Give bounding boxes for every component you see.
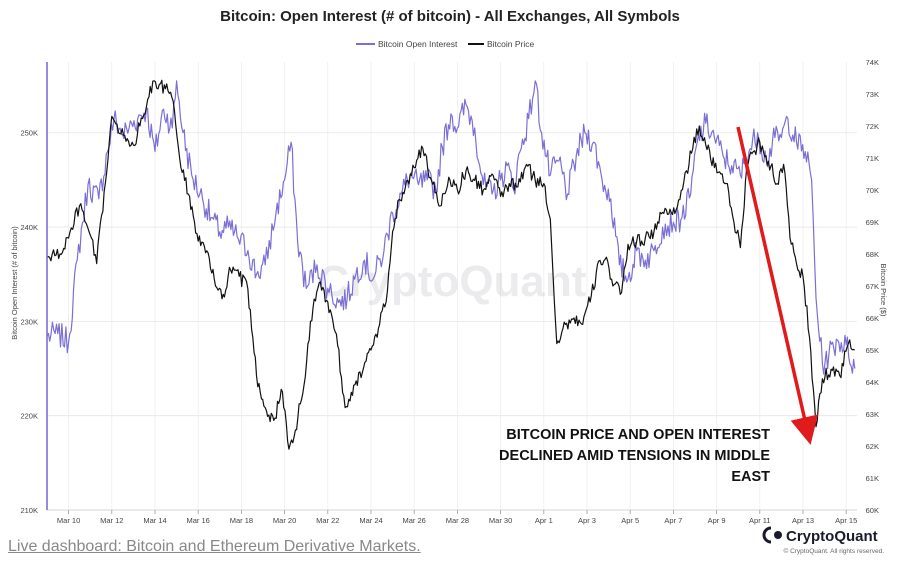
y-right-tick-label: 71K	[866, 154, 879, 163]
annotation-line-2: DECLINED AMID TENSIONS IN MIDDLE	[499, 448, 770, 464]
legend: Bitcoin Open Interest Bitcoin Price	[356, 39, 535, 49]
y-right-tick-label: 68K	[866, 250, 879, 259]
y-right-tick-label: 64K	[866, 378, 879, 387]
y-right-tick-label: 67K	[866, 282, 879, 291]
annotation-line-1: BITCOIN PRICE AND OPEN INTEREST	[506, 427, 770, 443]
y-right-tick-label: 65K	[866, 346, 879, 355]
red-arrow	[736, 126, 818, 445]
x-tick-label: Apr 5	[621, 516, 639, 525]
annotation: BITCOIN PRICE AND OPEN INTEREST DECLINED…	[499, 427, 770, 485]
x-tick-label: Mar 16	[187, 516, 210, 525]
y-left-tick-label: 220K	[20, 412, 38, 421]
grid	[47, 62, 857, 511]
x-tick-label: Mar 30	[489, 516, 512, 525]
brand: CryptoQuant © CryptoQuant. All rights re…	[762, 526, 884, 555]
legend-label-price: Bitcoin Price	[487, 39, 535, 49]
x-tick-label: Mar 20	[273, 516, 296, 525]
dashboard-link[interactable]: Live dashboard: Bitcoin and Ethereum Der…	[8, 538, 421, 555]
x-tick-label: Mar 10	[57, 516, 80, 525]
brand-rights: © CryptoQuant. All rights reserved.	[783, 547, 884, 555]
x-tick-label: Mar 26	[403, 516, 426, 525]
y-right-tick-label: 62K	[866, 442, 879, 451]
y-right-axis: 60K 61K 62K 63K 64K 65K 66K 67K 68K 69K 70K 71K 72K 7…	[866, 58, 879, 515]
x-tick-label: Apr 3	[578, 516, 596, 525]
annotation-line-3: EAST	[731, 469, 770, 485]
cryptoquant-logo-icon	[762, 526, 782, 544]
y-right-tick-label: 74K	[866, 58, 879, 67]
x-tick-label: Apr 7	[664, 516, 682, 525]
x-tick-label: Apr 11	[749, 516, 771, 525]
y-right-tick-label: 73K	[866, 90, 879, 99]
y-left-axis: 210K 220K 230K 240K 250K	[20, 129, 38, 515]
x-tick-label: Mar 28	[446, 516, 469, 525]
x-tick-label: Apr 9	[708, 516, 726, 525]
open-interest-line	[46, 80, 856, 375]
brand-name: CryptoQuant	[786, 528, 878, 545]
y-right-tick-label: 66K	[866, 314, 879, 323]
y-left-axis-title: Bitcoin Open Interest (# of bitcoin)	[10, 226, 19, 340]
y-right-tick-label: 69K	[866, 218, 879, 227]
y-left-tick-label: 230K	[20, 317, 38, 326]
y-right-tick-label: 63K	[866, 410, 879, 419]
x-tick-label: Apr 15	[835, 516, 857, 525]
legend-label-open-interest: Bitcoin Open Interest	[378, 39, 458, 49]
x-tick-label: Apr 13	[792, 516, 814, 525]
y-left-tick-label: 250K	[20, 129, 38, 138]
x-tick-label: Mar 12	[100, 516, 123, 525]
y-right-tick-label: 70K	[866, 186, 879, 195]
y-right-tick-label: 72K	[866, 122, 879, 131]
x-tick-label: Mar 18	[230, 516, 253, 525]
x-tick-label: Mar 14	[143, 516, 166, 525]
y-left-tick-label: 240K	[20, 223, 38, 232]
x-tick-label: Mar 24	[359, 516, 382, 525]
y-left-tick-label: 210K	[20, 506, 38, 515]
price-line	[46, 79, 856, 450]
x-axis: Mar 10 Mar 12 Mar 14 Mar 16 Mar 18 Mar 20 Mar …	[57, 510, 857, 525]
x-tick-label: Mar 22	[316, 516, 339, 525]
y-right-axis-title: Bitcoin Price ($)	[879, 264, 888, 317]
x-tick-label: Apr 1	[535, 516, 553, 525]
y-right-tick-label: 60K	[866, 506, 879, 515]
series-group	[46, 79, 856, 450]
y-right-tick-label: 61K	[866, 474, 879, 483]
chart-title: Bitcoin: Open Interest (# of bitcoin) - …	[220, 8, 680, 25]
